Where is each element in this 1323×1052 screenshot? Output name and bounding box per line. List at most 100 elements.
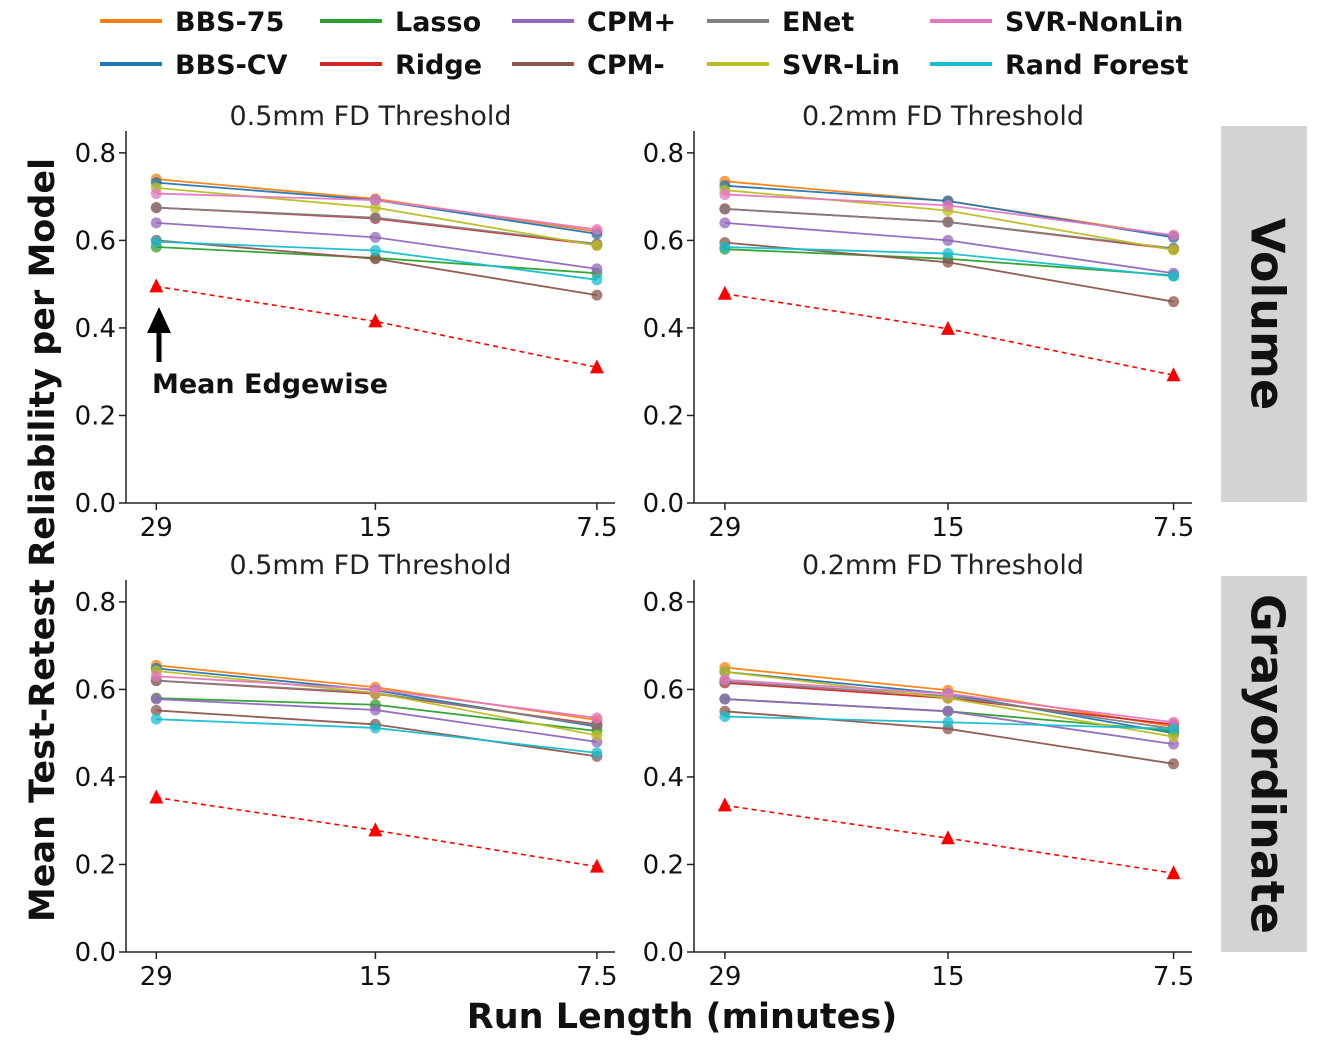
point-rand-forest <box>591 274 603 286</box>
point-svr-lin <box>719 666 731 678</box>
point-svr-nonlin <box>369 194 381 206</box>
legend-label-bbs-cv: BBS-CV <box>175 50 288 81</box>
y-tick-label: 0.2 <box>75 401 116 431</box>
point-mean-edgewise <box>940 320 955 335</box>
point-mean-edgewise <box>368 313 383 328</box>
point-svr-nonlin <box>591 223 603 235</box>
y-tick-label: 0.4 <box>75 314 116 344</box>
legend-label-enet: ENet <box>782 7 854 38</box>
legend-label-svr-lin: SVR-Lin <box>782 50 900 81</box>
x-tick-label: 29 <box>140 513 173 543</box>
y-tick-label: 0.2 <box>75 850 116 880</box>
point-mean-edgewise <box>717 285 732 300</box>
point-svr-nonlin <box>369 683 381 695</box>
point-mean-edgewise <box>368 822 383 837</box>
x-tick-label: 15 <box>359 962 392 992</box>
point-svr-nonlin <box>150 188 162 200</box>
series-line-mean-edgewise <box>156 285 598 369</box>
panel-title: 0.2mm FD Threshold <box>802 550 1084 581</box>
facet-label: Volume <box>1241 218 1295 410</box>
x-tick-label: 29 <box>708 962 741 992</box>
y-tick-label: 0.0 <box>75 489 116 519</box>
panel-3: 0.5mm FD Threshold 0.0 0.2 0.4 0.6 0.8 29 15 7.5 <box>75 550 618 992</box>
point-enet <box>150 202 162 214</box>
point-cpm <box>150 217 162 229</box>
x-tick-label: 7.5 <box>1153 962 1194 992</box>
point-svr-lin <box>591 729 603 741</box>
point-cpm <box>150 693 162 705</box>
y-tick-label: 0.8 <box>643 139 684 169</box>
point-rand-forest <box>150 713 162 725</box>
point-rand-forest <box>369 244 381 256</box>
annotation-mean-edgewise: Mean Edgewise <box>147 307 388 400</box>
x-tick-label: 7.5 <box>1153 513 1194 543</box>
x-tick-label: 29 <box>140 962 173 992</box>
panel-title: 0.5mm FD Threshold <box>229 550 511 581</box>
point-svr-nonlin <box>150 670 162 682</box>
legend-label-cpm: CPM- <box>587 50 665 81</box>
point-enet <box>942 216 954 228</box>
point-mean-edgewise <box>589 858 604 873</box>
panel-title: 0.2mm FD Threshold <box>802 101 1084 132</box>
legend-label-lasso: Lasso <box>395 7 481 38</box>
y-tick-label: 0.0 <box>643 489 684 519</box>
facet-strip-grayordinate: Grayordinate <box>1221 576 1307 952</box>
legend-label-bbs-75: BBS-75 <box>175 7 284 38</box>
point-rand-forest <box>1168 270 1180 282</box>
point-enet <box>369 212 381 224</box>
point-cpm <box>369 231 381 243</box>
point-rand-forest <box>719 241 731 253</box>
point-cpm <box>591 263 603 275</box>
point-svr-nonlin <box>719 188 731 200</box>
y-tick-label: 0.6 <box>75 226 116 256</box>
point-rand-forest <box>1168 723 1180 735</box>
point-mean-edgewise <box>1166 865 1181 880</box>
y-tick-label: 0.0 <box>75 938 116 968</box>
point-svr-lin <box>591 240 603 252</box>
point-cpm <box>719 217 731 229</box>
point-svr-nonlin <box>942 199 954 211</box>
point-cpm <box>150 704 162 716</box>
point-mean-edgewise <box>149 278 164 293</box>
point-rand-forest <box>591 747 603 759</box>
x-tick-label: 7.5 <box>576 962 617 992</box>
annotation-label: Mean Edgewise <box>152 369 388 400</box>
y-tick-label: 0.2 <box>643 850 684 880</box>
point-rand-forest <box>150 236 162 248</box>
point-mean-edgewise <box>149 789 164 804</box>
series-line-mean-edgewise <box>156 796 598 868</box>
point-mean-edgewise <box>717 797 732 812</box>
point-enet <box>719 203 731 215</box>
legend-label-rand-forest: Rand Forest <box>1005 50 1189 81</box>
point-cpm <box>1168 758 1180 770</box>
point-mean-edgewise <box>1166 367 1181 382</box>
point-rand-forest <box>719 711 731 723</box>
point-mean-edgewise <box>940 830 955 845</box>
legend-label-ridge: Ridge <box>395 50 482 81</box>
point-cpm <box>719 693 731 705</box>
point-cpm <box>942 234 954 246</box>
point-svr-lin <box>1168 731 1180 743</box>
y-tick-label: 0.4 <box>75 763 116 793</box>
point-mean-edgewise <box>589 359 604 374</box>
y-tick-label: 0.4 <box>643 763 684 793</box>
facet-strip-bg <box>1221 576 1307 952</box>
point-cpm <box>942 256 954 268</box>
facet-strip-volume: Volume <box>1221 126 1307 502</box>
point-svr-nonlin <box>719 674 731 686</box>
panel-title: 0.5mm FD Threshold <box>229 101 511 132</box>
y-tick-label: 0.6 <box>643 226 684 256</box>
legend-label-cpm: CPM+ <box>587 7 676 38</box>
y-tick-label: 0.8 <box>75 588 116 618</box>
y-tick-label: 0.6 <box>643 675 684 705</box>
annotation-arrow-head <box>147 307 171 333</box>
panel-1: 0.5mm FD Threshold 0.0 0.2 0.4 0.6 0.8 29 15 7.5 <box>75 101 618 543</box>
x-tick-label: 15 <box>931 962 964 992</box>
point-cpm <box>1168 296 1180 308</box>
panel-4: 0.2mm FD Threshold 0.0 0.2 0.4 0.6 0.8 29 15 7.5 <box>643 550 1195 992</box>
point-rand-forest <box>942 716 954 728</box>
y-tick-label: 0.0 <box>643 938 684 968</box>
point-cpm <box>942 705 954 717</box>
facet-strip-bg <box>1221 126 1307 502</box>
